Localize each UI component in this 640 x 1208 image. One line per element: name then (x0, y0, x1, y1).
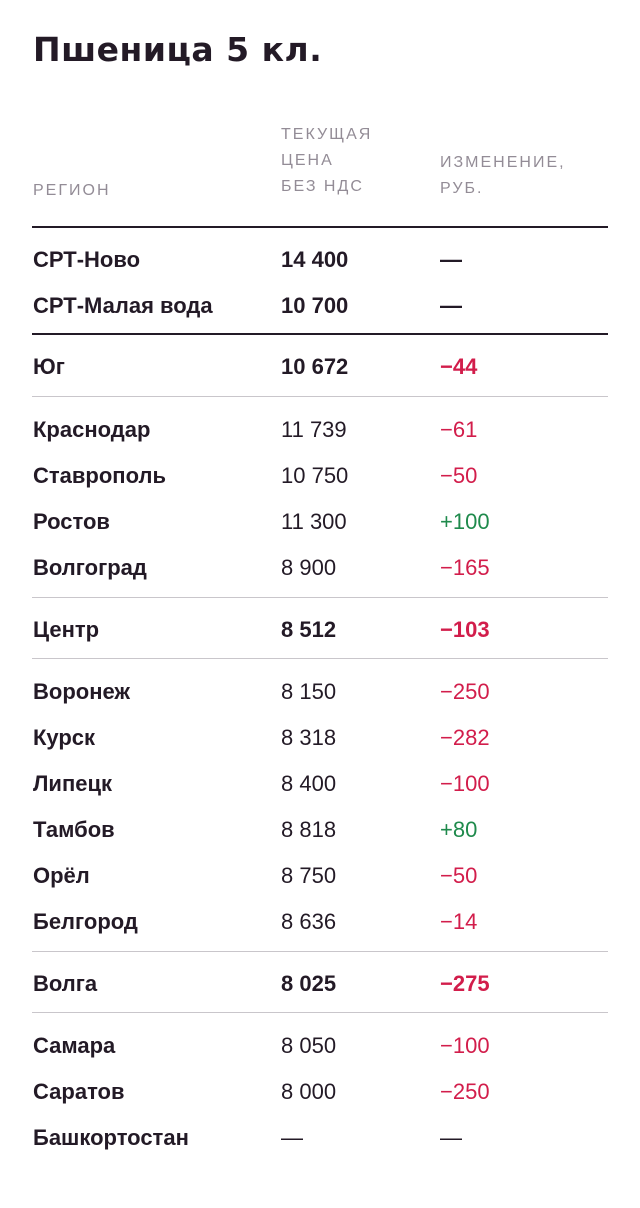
row-region: Курск (33, 725, 96, 750)
group-divider (32, 658, 608, 659)
row-change: −165 (440, 555, 490, 580)
row-price: 8 818 (281, 817, 337, 842)
row-change: −275 (440, 971, 490, 996)
row-price: 8 900 (281, 555, 337, 580)
row-price: 8 025 (281, 971, 337, 996)
row-price: 8 512 (281, 617, 337, 642)
row-change: −14 (440, 909, 478, 934)
row-change: — (440, 247, 462, 272)
group-divider (32, 951, 608, 952)
row-change: — (440, 293, 462, 318)
row-price: 8 000 (281, 1079, 337, 1104)
row-price: 10 700 (281, 293, 349, 318)
row-region: Тамбов (33, 817, 115, 842)
group-divider (32, 396, 608, 397)
row-change: −250 (440, 1079, 490, 1104)
row-price: — (281, 1125, 303, 1150)
row-change: +80 (440, 817, 478, 842)
row-change: −100 (440, 1033, 490, 1058)
page-title: Пшеница 5 кл. (33, 30, 323, 69)
group-divider (32, 1012, 608, 1013)
row-change: −103 (440, 617, 490, 642)
row-price: 8 400 (281, 771, 337, 796)
row-change: −61 (440, 417, 478, 442)
row-price: 8 050 (281, 1033, 337, 1058)
row-change: +100 (440, 509, 490, 534)
header-price: ТЕКУЩАЯ ЦЕНА БЕЗ НДС (281, 126, 373, 195)
row-change: −282 (440, 725, 490, 750)
group-divider (32, 597, 608, 598)
row-price: 10 672 (281, 354, 349, 379)
row-price: 8 150 (281, 679, 337, 704)
row-price: 8 318 (281, 725, 337, 750)
row-region: СРТ-Малая вода (33, 293, 213, 318)
row-region: Воронеж (33, 679, 131, 704)
row-region: Волгоград (33, 555, 147, 580)
row-region: СРТ-Ново (33, 247, 141, 272)
row-change: — (440, 1125, 462, 1150)
row-region: Башкортостан (33, 1125, 189, 1150)
row-price: 8 750 (281, 863, 337, 888)
row-price: 8 636 (281, 909, 337, 934)
row-region: Юг (33, 354, 65, 379)
row-region: Волга (33, 971, 98, 996)
row-region: Ставрополь (33, 463, 166, 488)
row-region: Орёл (33, 863, 90, 888)
row-region: Белгород (33, 909, 138, 934)
row-price: 10 750 (281, 463, 349, 488)
row-change: −50 (440, 863, 478, 888)
header-region: РЕГИОН (33, 182, 111, 199)
row-region: Самара (33, 1033, 116, 1058)
row-price: 11 739 (281, 417, 347, 442)
row-region: Ростов (33, 509, 110, 534)
row-price: 14 400 (281, 247, 349, 272)
row-region: Саратов (33, 1079, 125, 1104)
header-divider (32, 226, 608, 228)
row-change: −250 (440, 679, 490, 704)
row-change: −50 (440, 463, 478, 488)
group-divider (32, 333, 608, 335)
row-region: Липецк (33, 771, 113, 796)
row-price: 11 300 (281, 509, 347, 534)
row-change: −44 (440, 354, 478, 379)
row-change: −100 (440, 771, 490, 796)
header-change: ИЗМЕНЕНИЕ, РУБ. (440, 154, 566, 197)
row-region: Краснодар (33, 417, 151, 442)
row-region: Центр (33, 617, 100, 642)
